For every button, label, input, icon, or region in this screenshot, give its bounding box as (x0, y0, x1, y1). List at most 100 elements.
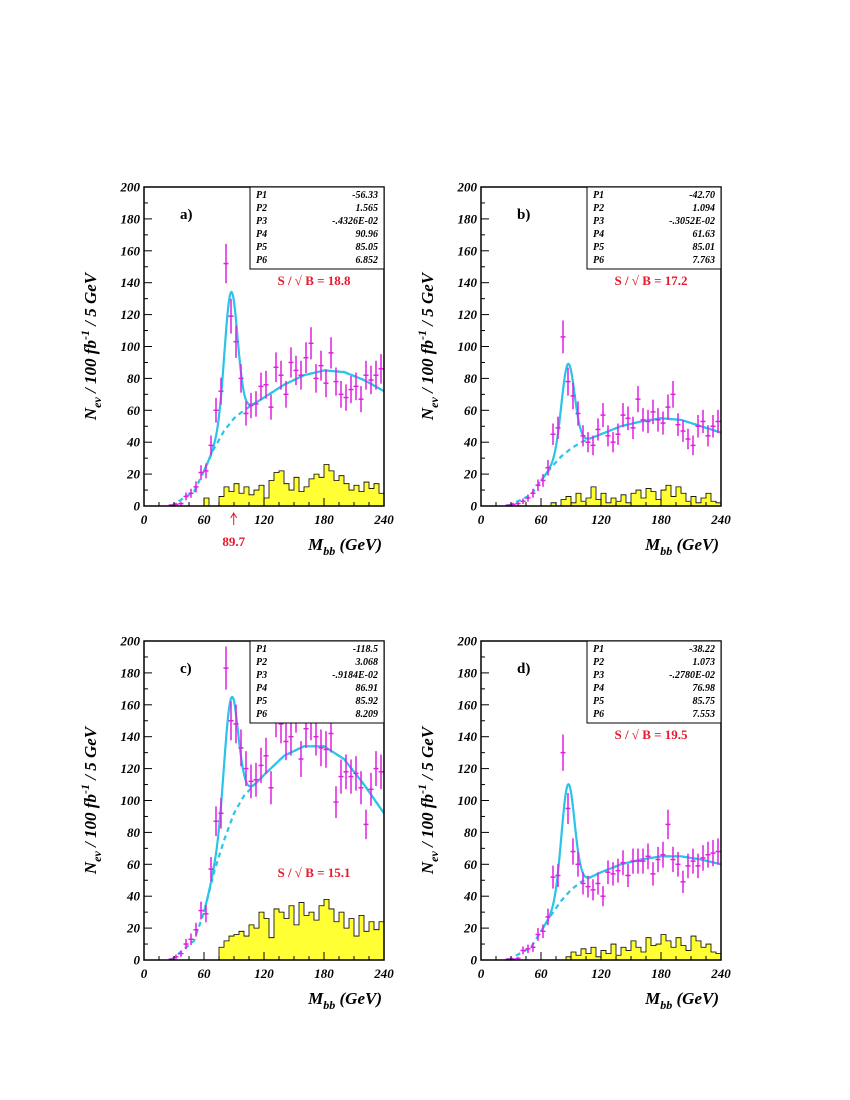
fit-parameter-name: P5 (593, 242, 604, 253)
data-point (660, 411, 666, 435)
fit-parameter-name: P1 (256, 190, 267, 201)
fit-parameter-name: P3 (256, 670, 267, 681)
significance-label: S / √ B = 18.8 (277, 273, 351, 288)
data-point (695, 414, 701, 438)
y-tick-label: 20 (463, 921, 478, 936)
data-point (560, 320, 566, 354)
data-point (675, 851, 681, 877)
data-point (560, 734, 566, 771)
data-point (670, 846, 676, 873)
data-point (655, 408, 661, 432)
fit-parameter-value: -56.33 (352, 190, 378, 201)
background-fit-curve (507, 417, 722, 507)
data-point (258, 747, 264, 784)
fit-parameter-value: 1.073 (693, 657, 716, 668)
data-point (213, 397, 219, 423)
data-point (203, 905, 209, 923)
fit-parameter-value: 85.75 (693, 696, 716, 707)
fit-parameter-value: 3.068 (355, 657, 379, 668)
data-point (685, 853, 691, 879)
x-tick-label: 120 (591, 512, 611, 527)
data-point (363, 809, 369, 840)
data-point (183, 939, 189, 950)
data-point (625, 863, 631, 888)
data-point (333, 786, 339, 818)
data-point (580, 425, 586, 447)
chart-panel-d: 0 20 40 60 80 100 120 140 160 180 200 0 60 120 180 240 M… (415, 634, 731, 1013)
peak-marker-arrowhead (230, 512, 238, 519)
y-tick-label: 200 (120, 180, 141, 195)
data-point (248, 392, 254, 419)
data-point (193, 922, 199, 937)
x-tick-label: 60 (535, 966, 549, 981)
data-point (645, 843, 651, 870)
y-tick-label: 120 (458, 761, 478, 776)
fit-parameter-name: P6 (593, 709, 604, 720)
fit-parameter-value: -42.70 (689, 190, 715, 201)
y-tick-label: 160 (121, 243, 141, 258)
y-tick-label: 0 (471, 499, 478, 514)
data-point (318, 729, 324, 767)
background-histogram (144, 898, 385, 961)
data-point (198, 465, 204, 480)
data-point (363, 360, 369, 390)
x-tick-label: 120 (254, 512, 274, 527)
y-tick-label: 160 (458, 697, 478, 712)
fit-parameter-value: -.4326E-02 (332, 216, 378, 227)
y-tick-label: 60 (464, 403, 478, 418)
fit-parameter-value: 85.05 (356, 242, 379, 253)
data-point (555, 416, 561, 440)
data-point (660, 841, 666, 868)
data-point (545, 459, 551, 476)
data-point (600, 403, 606, 428)
data-point (253, 391, 259, 417)
data-point (520, 498, 526, 504)
data-point (665, 809, 671, 840)
y-tick-label: 160 (121, 697, 141, 712)
data-point (273, 352, 279, 383)
y-tick-label: 180 (121, 211, 141, 226)
data-point (218, 797, 224, 829)
significance-label: S / √ B = 15.1 (277, 865, 350, 880)
data-point (243, 401, 249, 426)
data-point (378, 354, 384, 384)
data-point (610, 432, 616, 453)
data-point (690, 848, 696, 874)
chart-panel-b: 0 20 40 60 80 100 120 140 160 180 200 0 60 120 180 240 M… (415, 180, 731, 559)
y-tick-label: 120 (121, 307, 141, 322)
data-point (695, 853, 701, 879)
chart-panel-c: 0 20 40 60 80 100 120 140 160 180 200 0 60 120 180 240 M… (78, 634, 394, 1013)
data-point (348, 759, 354, 794)
data-point (208, 857, 214, 882)
fit-parameter-name: P4 (256, 683, 267, 694)
x-tick-label: 180 (314, 966, 334, 981)
data-point (615, 423, 621, 445)
x-axis-label: Mbb (GeV) (307, 535, 382, 558)
data-point (705, 841, 711, 868)
peak-marker-label: 89.7 (222, 534, 245, 549)
data-point (700, 845, 706, 871)
data-point (620, 403, 626, 428)
data-point (268, 771, 274, 805)
fit-parameter-name: P5 (256, 696, 267, 707)
data-point (178, 950, 184, 957)
data-point (263, 370, 269, 399)
data-point (178, 501, 184, 506)
fit-parameter-name: P1 (256, 644, 267, 655)
y-tick-label: 100 (121, 793, 141, 808)
data-point (630, 848, 636, 874)
fit-parameter-name: P4 (256, 229, 267, 240)
y-tick-label: 120 (121, 761, 141, 776)
data-point (283, 722, 289, 761)
data-point (303, 342, 309, 374)
y-tick-label: 40 (463, 889, 478, 904)
data-point (348, 375, 354, 404)
y-tick-label: 60 (127, 857, 141, 872)
data-point (650, 399, 656, 425)
data-point (223, 243, 229, 284)
fit-parameter-name: P2 (593, 203, 604, 214)
y-tick-label: 80 (464, 825, 478, 840)
data-point (680, 870, 686, 894)
data-point (600, 886, 606, 907)
significance-label: S / √ B = 17.2 (614, 273, 687, 288)
